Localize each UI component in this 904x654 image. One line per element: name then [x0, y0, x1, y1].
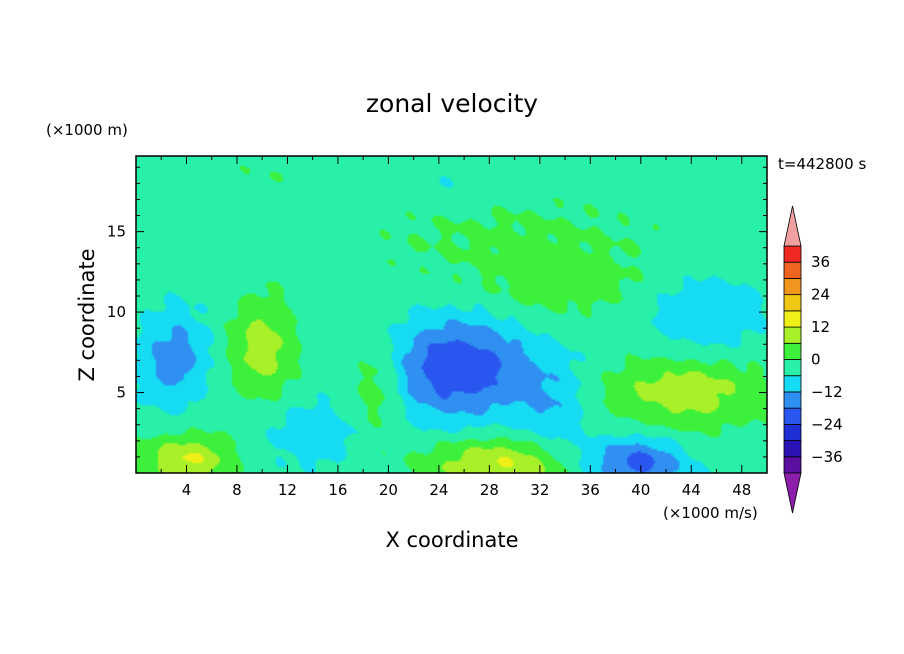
colorbar-swatch: [783, 359, 802, 377]
y-tick-label: 5: [116, 384, 126, 402]
x-axis: 4 8 12 16 20 24 28 32 36 40 44 48: [160, 156, 751, 499]
x-tick-label: 4: [182, 481, 192, 499]
colorbar-swatch: [783, 407, 802, 425]
colorbar-swatch: [783, 310, 802, 328]
x-tick-label: 48: [732, 481, 751, 499]
colorbar-swatch: [783, 391, 802, 409]
x-tick-label: 20: [379, 481, 398, 499]
x-tick-label: 12: [278, 481, 297, 499]
colorbar-tick-label: −36: [811, 448, 843, 466]
colorbar-swatch: [783, 423, 802, 441]
x-tick-label: 40: [631, 481, 650, 499]
colorbar-swatch: [783, 440, 802, 458]
colorbar-swatch: [783, 456, 802, 474]
colorbar-swatch: [783, 326, 802, 344]
y-tick-label: 15: [107, 223, 126, 241]
y-unit-label: (×1000 m): [46, 121, 128, 139]
x-tick-label: 44: [682, 481, 701, 499]
colorbar-under-triangle: [783, 472, 802, 514]
x-tick-label: 28: [480, 481, 499, 499]
x-tick-label: 24: [429, 481, 448, 499]
colorbar-tick-label: 12: [811, 318, 830, 336]
colorbar-swatch: [783, 342, 802, 360]
x-unit-label: (×1000 m/s): [663, 504, 758, 522]
colorbar-swatch: [783, 375, 802, 393]
x-tick-label: 16: [328, 481, 347, 499]
y-axis-label: Z coordinate: [75, 248, 99, 381]
colorbar-tick-label: 24: [811, 286, 830, 304]
colorbar-tick-label: 36: [811, 253, 830, 271]
colorbar-over-triangle: [783, 205, 802, 247]
velocity-field: [136, 156, 767, 473]
x-tick-label: 32: [530, 481, 549, 499]
colorbar-swatch: [783, 294, 802, 312]
colorbar: 36 24 12 0 −12 −24 −36: [783, 205, 843, 514]
time-label: t=442800 s: [778, 155, 866, 173]
y-tick-label: 10: [107, 303, 126, 321]
y-axis: 5 10 15: [107, 166, 767, 458]
plot-area: [136, 156, 767, 473]
plot-frame: [135, 155, 768, 474]
colorbar-swatch: [783, 245, 802, 263]
colorbar-swatch: [783, 261, 802, 279]
x-tick-label: 8: [232, 481, 242, 499]
chart-title: zonal velocity: [366, 89, 538, 118]
x-tick-label: 36: [581, 481, 600, 499]
colorbar-tick-label: −12: [811, 383, 843, 401]
colorbar-tick-label: −24: [811, 415, 843, 433]
x-axis-label: X coordinate: [385, 528, 518, 552]
colorbar-swatch: [783, 278, 802, 296]
colorbar-tick-label: 0: [811, 351, 821, 369]
